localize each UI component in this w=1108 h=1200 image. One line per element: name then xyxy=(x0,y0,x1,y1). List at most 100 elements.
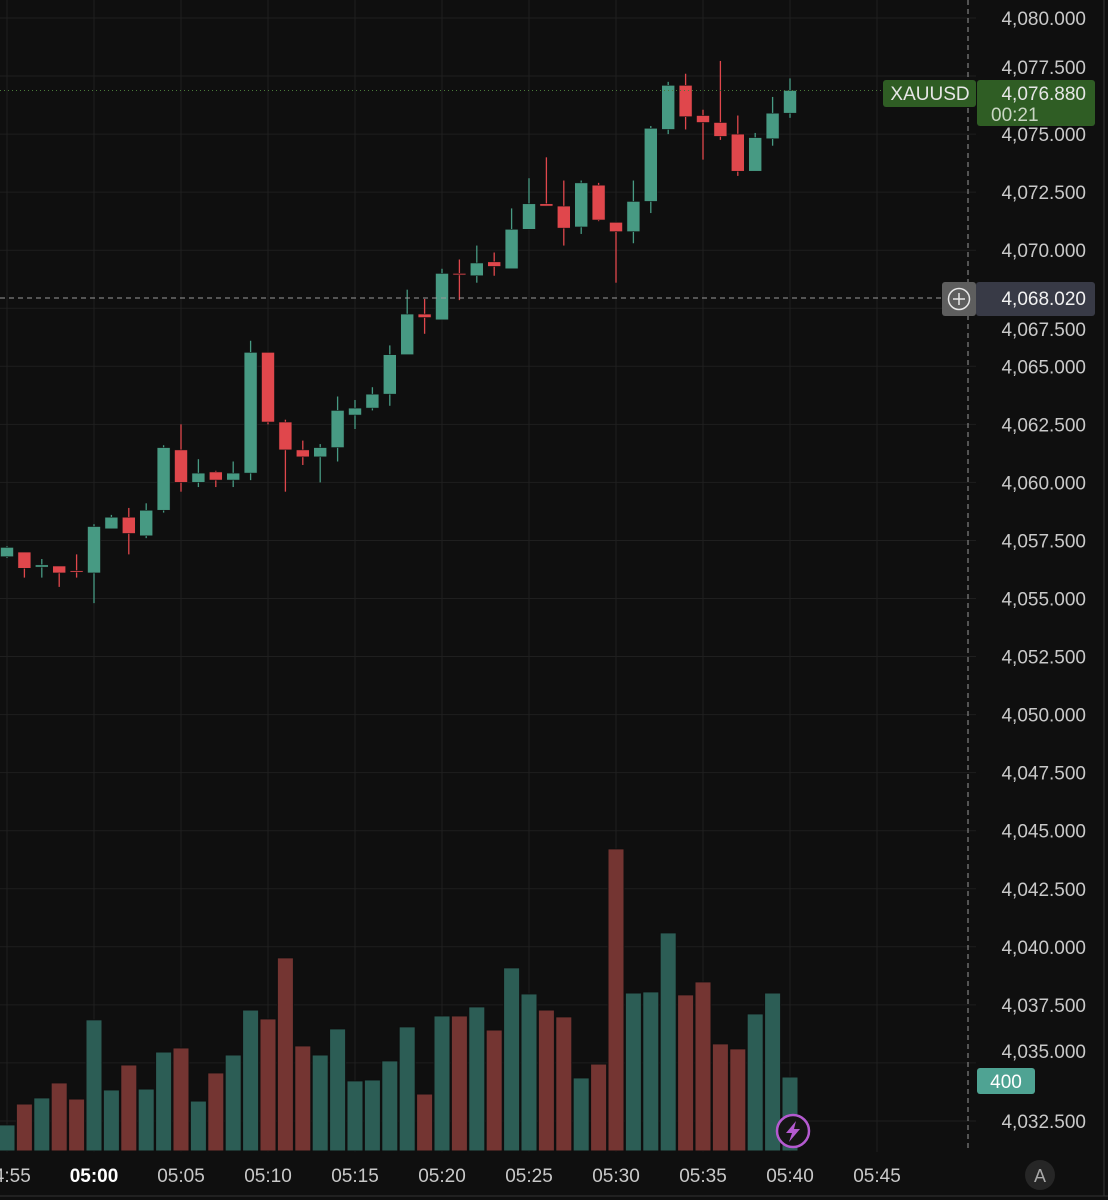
candle-body xyxy=(122,516,136,534)
price-tick-label: 4,047.500 xyxy=(1001,764,1086,785)
auto-scale-button[interactable]: A xyxy=(1025,1160,1055,1190)
candle xyxy=(34,559,49,578)
candle-body xyxy=(382,354,397,395)
candle-body xyxy=(435,273,449,321)
candle xyxy=(243,340,258,481)
candle-body xyxy=(522,203,536,230)
price-tick-label: 4,040.000 xyxy=(1001,938,1086,959)
candle-body xyxy=(452,273,467,276)
candle xyxy=(209,470,223,488)
volume-bar xyxy=(102,1089,120,1152)
candle-body xyxy=(469,262,484,277)
auto-scale-label: A xyxy=(1034,1166,1046,1186)
volume-bar xyxy=(572,1077,590,1152)
candle xyxy=(69,554,84,578)
volume-value-label: 400 xyxy=(977,1068,1035,1094)
candle xyxy=(348,399,362,429)
candle xyxy=(278,419,293,492)
crosshair-price-text: 4,068.020 xyxy=(1001,289,1086,310)
candle-body xyxy=(104,516,119,530)
candle-body xyxy=(661,85,676,130)
candle xyxy=(678,73,693,130)
volume-bar xyxy=(120,1064,138,1152)
candle-body xyxy=(34,564,49,568)
price-tick-label: 4,057.500 xyxy=(1001,531,1086,552)
candle xyxy=(87,524,101,604)
candle-body xyxy=(783,90,797,114)
candle xyxy=(574,180,589,234)
grid xyxy=(0,0,976,1152)
candle-body xyxy=(696,115,710,123)
price-tick-label: 4,072.500 xyxy=(1001,183,1086,204)
volume-bar xyxy=(207,1072,225,1152)
candle xyxy=(539,157,554,207)
add-alert-plus-icon[interactable] xyxy=(947,287,971,311)
volume-bar xyxy=(346,1080,364,1152)
time-tick-label: 05:05 xyxy=(157,1166,205,1187)
price-tick-label: 4,077.500 xyxy=(1001,58,1086,79)
candle xyxy=(365,387,380,411)
countdown-text: 00:21 xyxy=(991,105,1039,126)
candle xyxy=(104,514,119,530)
volume-bar xyxy=(450,1015,468,1152)
price-tick-label: 4,037.500 xyxy=(1001,996,1086,1017)
volume-bar xyxy=(242,1009,260,1152)
candle-body xyxy=(52,565,67,574)
volume-bar xyxy=(590,1063,608,1152)
volume-bars xyxy=(0,848,799,1152)
candle-body xyxy=(643,127,658,202)
volume-bar xyxy=(155,1051,173,1152)
volume-bar xyxy=(607,848,625,1152)
candle xyxy=(330,396,345,462)
candle-body xyxy=(17,551,32,569)
candle-body xyxy=(609,222,623,232)
candle xyxy=(226,461,240,488)
candle-body xyxy=(765,112,780,140)
time-tick-label: 05:00 xyxy=(70,1166,119,1187)
candle xyxy=(730,115,745,176)
volume-bar xyxy=(311,1054,329,1152)
candle xyxy=(522,178,536,230)
lightning-icon[interactable] xyxy=(775,1113,811,1149)
volume-bar xyxy=(259,1018,277,1152)
candle-body xyxy=(69,570,84,573)
crosshair-price-label: 4,068.020 xyxy=(942,282,1095,316)
candle xyxy=(295,440,310,465)
candle xyxy=(191,459,206,488)
candle xyxy=(504,208,519,270)
candle xyxy=(783,78,797,118)
time-tick-label: 04:55 xyxy=(0,1166,31,1187)
candle-body xyxy=(313,447,328,458)
candle xyxy=(487,252,502,276)
candle xyxy=(261,352,275,425)
price-tick-label: 4,045.000 xyxy=(1001,822,1086,843)
price-axis[interactable]: 4,080.000 4,077.500 4,075.000 4,072.500 4,07… xyxy=(1001,9,1086,1133)
candle-body xyxy=(556,205,571,229)
time-axis[interactable]: 04:55 05:00 05:05 05:10 05:15 05:20 05:25 05:30… xyxy=(0,1166,901,1187)
candle-body xyxy=(330,410,345,448)
candles xyxy=(0,60,797,604)
volume-bar xyxy=(33,1097,51,1152)
candle-body xyxy=(574,182,589,228)
candle xyxy=(643,125,658,214)
candle-body xyxy=(87,526,101,574)
volume-bar xyxy=(294,1045,312,1152)
last-price-label: 4,076.880 00:21 xyxy=(977,80,1095,126)
volume-bar xyxy=(137,1088,155,1152)
volume-bar xyxy=(433,1015,451,1152)
time-tick-label: 05:30 xyxy=(592,1166,640,1187)
volume-bar xyxy=(485,1029,503,1152)
candle-body xyxy=(730,133,745,172)
candle-body xyxy=(487,261,502,267)
volume-bar xyxy=(729,1048,747,1152)
candle-body xyxy=(139,509,153,537)
volume-value-text: 400 xyxy=(990,1072,1022,1093)
candle-body xyxy=(539,203,554,207)
candle xyxy=(591,182,606,222)
volume-bar xyxy=(85,1019,103,1152)
candle-body xyxy=(209,471,223,481)
candle-body xyxy=(417,313,432,318)
candle-body xyxy=(156,447,171,511)
